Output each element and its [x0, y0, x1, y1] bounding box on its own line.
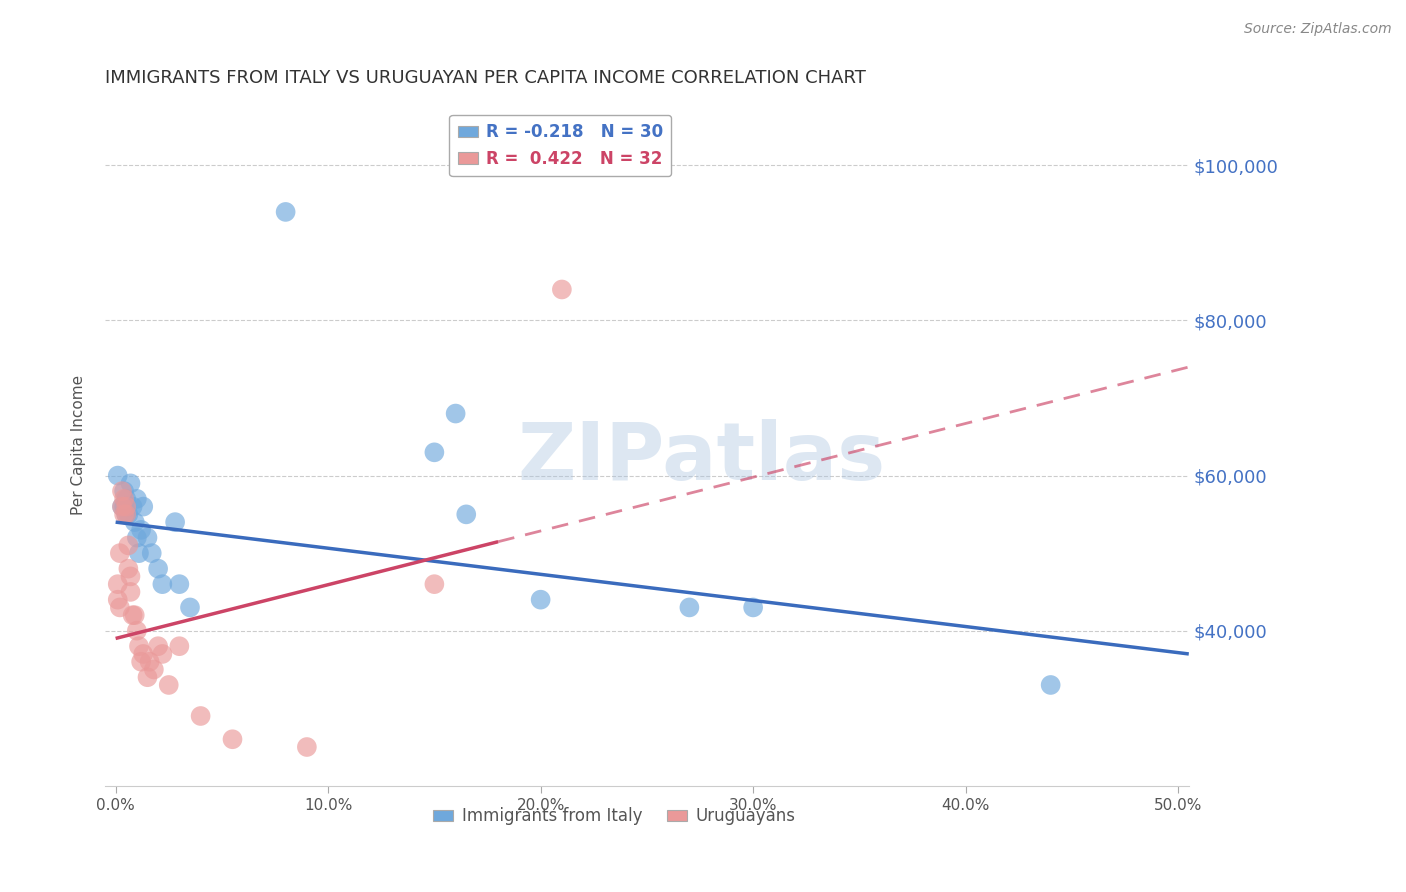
Point	[107, 577, 129, 591]
Point	[120, 569, 142, 583]
Point	[190, 709, 212, 723]
Point	[121, 608, 143, 623]
Point	[169, 639, 191, 653]
Point	[444, 407, 467, 421]
Point	[423, 577, 446, 591]
Point	[142, 663, 165, 677]
Point	[678, 600, 700, 615]
Point	[120, 476, 142, 491]
Text: Source: ZipAtlas.com: Source: ZipAtlas.com	[1244, 22, 1392, 37]
Point	[129, 655, 152, 669]
Point	[742, 600, 765, 615]
Point	[146, 639, 169, 653]
Point	[551, 283, 574, 297]
Point	[179, 600, 201, 615]
Point	[150, 577, 173, 591]
Point	[121, 500, 143, 514]
Point	[115, 500, 138, 514]
Point	[125, 491, 148, 506]
Point	[117, 508, 139, 522]
Point	[117, 561, 139, 575]
Point	[128, 639, 150, 653]
Point	[125, 531, 148, 545]
Point	[111, 484, 134, 499]
Point	[124, 608, 146, 623]
Point	[111, 500, 134, 514]
Point	[111, 500, 134, 514]
Point	[129, 523, 152, 537]
Point	[112, 508, 135, 522]
Point	[274, 205, 297, 219]
Text: ZIPatlas: ZIPatlas	[517, 419, 886, 497]
Point	[107, 592, 129, 607]
Point	[112, 500, 135, 514]
Point	[157, 678, 180, 692]
Point	[530, 592, 553, 607]
Point	[138, 655, 160, 669]
Point	[120, 585, 142, 599]
Point	[124, 515, 146, 529]
Legend: Immigrants from Italy, Uruguayans: Immigrants from Italy, Uruguayans	[426, 801, 803, 832]
Point	[423, 445, 446, 459]
Point	[150, 647, 173, 661]
Point	[125, 624, 148, 638]
Text: IMMIGRANTS FROM ITALY VS URUGUAYAN PER CAPITA INCOME CORRELATION CHART: IMMIGRANTS FROM ITALY VS URUGUAYAN PER C…	[105, 69, 866, 87]
Point	[117, 538, 139, 552]
Point	[132, 500, 155, 514]
Point	[115, 491, 138, 506]
Point	[108, 546, 131, 560]
Point	[456, 508, 478, 522]
Point	[1039, 678, 1062, 692]
Point	[112, 491, 135, 506]
Y-axis label: Per Capita Income: Per Capita Income	[72, 375, 86, 515]
Point	[165, 515, 187, 529]
Point	[136, 531, 159, 545]
Point	[108, 600, 131, 615]
Point	[112, 484, 135, 499]
Point	[128, 546, 150, 560]
Point	[115, 508, 138, 522]
Point	[141, 546, 163, 560]
Point	[221, 732, 243, 747]
Point	[295, 739, 318, 754]
Point	[136, 670, 159, 684]
Point	[132, 647, 155, 661]
Point	[146, 561, 169, 575]
Point	[169, 577, 191, 591]
Point	[107, 468, 129, 483]
Point	[115, 508, 138, 522]
